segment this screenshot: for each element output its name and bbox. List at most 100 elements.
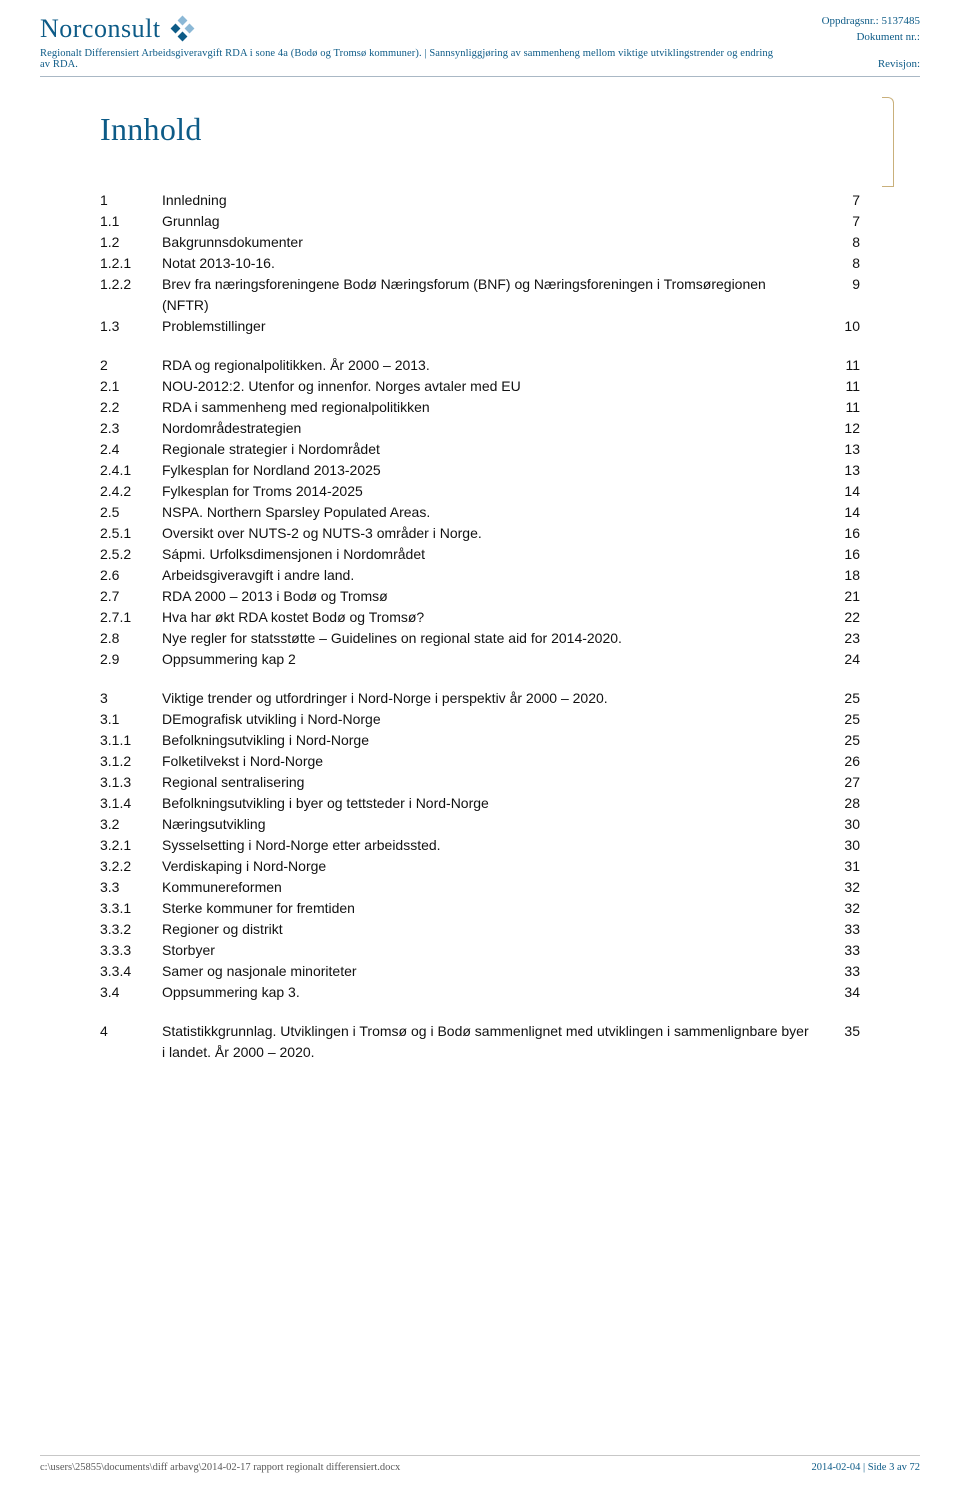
toc-row: 3.1.3Regional sentralisering27 — [100, 772, 860, 793]
toc-number: 3.1 — [100, 709, 162, 730]
toc-page: 33 — [824, 961, 860, 982]
toc-page: 26 — [824, 751, 860, 772]
footer-page-number: 2014-02-04 | Side 3 av 72 — [811, 1462, 920, 1473]
toc-page: 33 — [824, 940, 860, 961]
toc-title: Statistikkgrunnlag. Utviklingen i Tromsø… — [162, 1021, 824, 1063]
toc-page: 30 — [824, 835, 860, 856]
toc-page: 7 — [824, 190, 860, 211]
toc-title: Næringsutvikling — [162, 814, 824, 835]
toc-page: 25 — [824, 709, 860, 730]
toc-row: 3.3.2Regioner og distrikt33 — [100, 919, 860, 940]
toc-number: 2.2 — [100, 397, 162, 418]
toc-row: 2.7.1Hva har økt RDA kostet Bodø og Trom… — [100, 607, 860, 628]
toc-number: 3.3.3 — [100, 940, 162, 961]
toc-number: 3.3.1 — [100, 898, 162, 919]
toc-title: NSPA. Northern Sparsley Populated Areas. — [162, 502, 824, 523]
toc-number: 1.2.2 — [100, 274, 162, 295]
subhead-text: Regionalt Differensiert Arbeidsgiveravgi… — [40, 48, 780, 70]
logo-block: Norconsult — [40, 14, 920, 44]
toc-number: 1.2.1 — [100, 253, 162, 274]
toc-title: Oppsummering kap 2 — [162, 649, 824, 670]
toc-section-gap — [100, 1003, 860, 1021]
toc-title: Problemstillinger — [162, 316, 824, 337]
toc-page: 8 — [824, 253, 860, 274]
toc-number: 2.5.1 — [100, 523, 162, 544]
toc-number: 2.8 — [100, 628, 162, 649]
decorative-corner — [882, 97, 894, 187]
toc-section-gap — [100, 670, 860, 688]
toc-number: 2 — [100, 355, 162, 376]
page-header: Norconsult Oppdragsnr.: 5137485 Dokument… — [0, 0, 960, 70]
toc-title: NOU-2012:2. Utenfor og innenfor. Norges … — [162, 376, 824, 397]
toc-title: Oversikt over NUTS-2 og NUTS-3 områder i… — [162, 523, 824, 544]
toc-page: 32 — [824, 898, 860, 919]
toc-row: 2.5.1Oversikt over NUTS-2 og NUTS-3 områ… — [100, 523, 860, 544]
toc-page: 23 — [824, 628, 860, 649]
toc-row: 3.2.2Verdiskaping i Nord-Norge31 — [100, 856, 860, 877]
toc-row: 1.1Grunnlag7 — [100, 211, 860, 232]
toc-row: 3.2Næringsutvikling30 — [100, 814, 860, 835]
toc-page: 14 — [824, 502, 860, 523]
toc-page: 21 — [824, 586, 860, 607]
toc-page: 25 — [824, 730, 860, 751]
toc-title: Innledning — [162, 190, 824, 211]
toc-title: Oppsummering kap 3. — [162, 982, 824, 1003]
toc-title: Sterke kommuner for fremtiden — [162, 898, 824, 919]
toc-page: 12 — [824, 418, 860, 439]
toc-page: 11 — [824, 355, 860, 376]
toc-row: 1.2.1Notat 2013-10-16.8 — [100, 253, 860, 274]
toc-row: 2.1NOU-2012:2. Utenfor og innenfor. Norg… — [100, 376, 860, 397]
toc-number: 1.2 — [100, 232, 162, 253]
toc-row: 3.1DEmografisk utvikling i Nord-Norge25 — [100, 709, 860, 730]
toc-row: 2.6Arbeidsgiveravgift i andre land.18 — [100, 565, 860, 586]
toc-page: 10 — [824, 316, 860, 337]
subhead-row: Regionalt Differensiert Arbeidsgiveravgi… — [40, 48, 920, 70]
toc-number: 2.1 — [100, 376, 162, 397]
toc-row: 2.9Oppsummering kap 224 — [100, 649, 860, 670]
toc-number: 2.7.1 — [100, 607, 162, 628]
toc-row: 2.2RDA i sammenheng med regionalpolitikk… — [100, 397, 860, 418]
page-footer: c:\users\25855\documents\diff arbavg\201… — [40, 1455, 920, 1473]
toc-row: 2.5.2Sápmi. Urfolksdimensjonen i Nordomr… — [100, 544, 860, 565]
toc-row: 2.8Nye regler for statsstøtte – Guidelin… — [100, 628, 860, 649]
toc-page: 13 — [824, 460, 860, 481]
toc-row: 3.3Kommunereformen32 — [100, 877, 860, 898]
toc-title: Nye regler for statsstøtte – Guidelines … — [162, 628, 824, 649]
toc-page: 16 — [824, 523, 860, 544]
toc-page: 25 — [824, 688, 860, 709]
page-title: Innhold — [100, 111, 900, 148]
toc-row: 4Statistikkgrunnlag. Utviklingen i Troms… — [100, 1021, 860, 1063]
toc-number: 3.2.2 — [100, 856, 162, 877]
toc-row: 2.7RDA 2000 – 2013 i Bodø og Tromsø21 — [100, 586, 860, 607]
toc-title: Samer og nasjonale minoriteter — [162, 961, 824, 982]
toc-title: Sysselsetting i Nord-Norge etter arbeids… — [162, 835, 824, 856]
toc-number: 3.1.3 — [100, 772, 162, 793]
toc-number: 3 — [100, 688, 162, 709]
toc-page: 9 — [824, 274, 860, 295]
toc-row: 2.4Regionale strategier i Nordområdet13 — [100, 439, 860, 460]
toc-page: 14 — [824, 481, 860, 502]
toc-page: 31 — [824, 856, 860, 877]
toc-row: 2.4.2Fylkesplan for Troms 2014-202514 — [100, 481, 860, 502]
toc-title: Bakgrunnsdokumenter — [162, 232, 824, 253]
toc-number: 3.2.1 — [100, 835, 162, 856]
toc-number: 3.1.1 — [100, 730, 162, 751]
toc-title: Verdiskaping i Nord-Norge — [162, 856, 824, 877]
toc-number: 1.1 — [100, 211, 162, 232]
toc-row: 1.3Problemstillinger10 — [100, 316, 860, 337]
toc-number: 3.1.4 — [100, 793, 162, 814]
toc-title: Brev fra næringsforeningene Bodø Nærings… — [162, 274, 824, 316]
toc-page: 8 — [824, 232, 860, 253]
toc-title: Notat 2013-10-16. — [162, 253, 824, 274]
content-area: Innhold 1Innledning71.1Grunnlag71.2Bakgr… — [100, 111, 900, 1063]
toc-row: 3.1.2Folketilvekst i Nord-Norge26 — [100, 751, 860, 772]
toc-row: 3.4Oppsummering kap 3.34 — [100, 982, 860, 1003]
toc-page: 28 — [824, 793, 860, 814]
toc-row: 3.1.4Befolkningsutvikling i byer og tett… — [100, 793, 860, 814]
table-of-contents: 1Innledning71.1Grunnlag71.2Bakgrunnsdoku… — [100, 190, 860, 1063]
toc-title: Regioner og distrikt — [162, 919, 824, 940]
toc-title: Grunnlag — [162, 211, 824, 232]
toc-row: 1Innledning7 — [100, 190, 860, 211]
toc-title: Arbeidsgiveravgift i andre land. — [162, 565, 824, 586]
toc-number: 2.5.2 — [100, 544, 162, 565]
